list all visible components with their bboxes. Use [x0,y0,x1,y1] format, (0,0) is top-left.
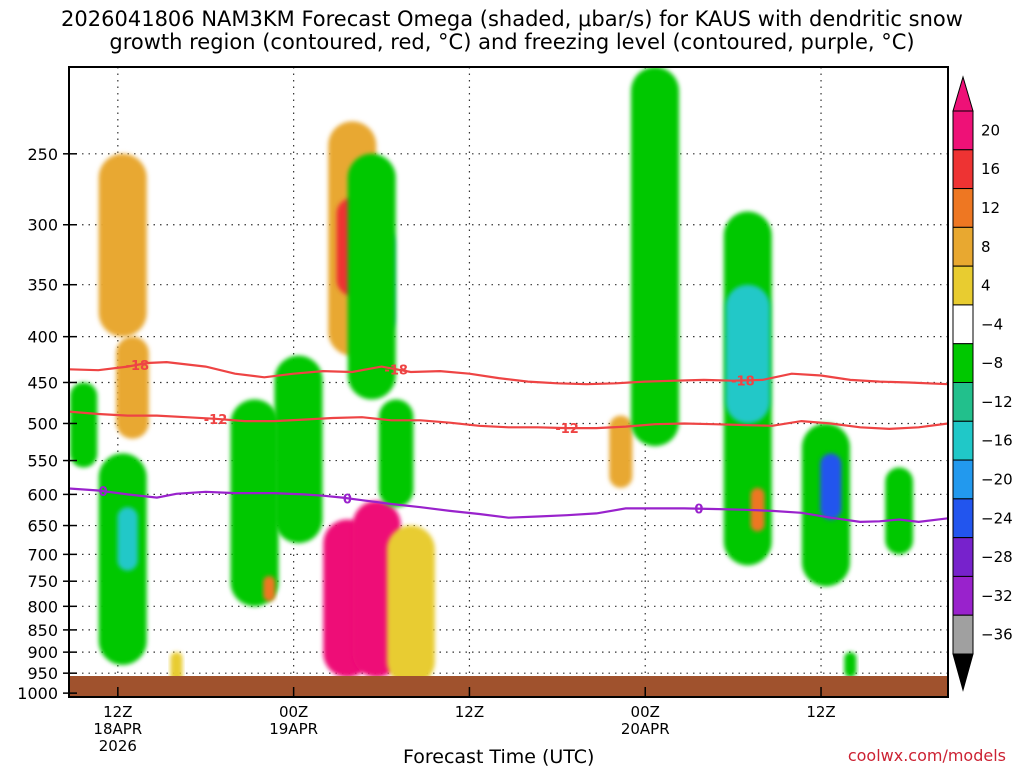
x-tick-label: 19APR [269,720,318,738]
omega-cell-23 [820,453,842,520]
x-tick-label: 12Z [806,703,835,721]
chart-title-line2: growth region (contoured, red, °C) and f… [109,30,915,54]
colorbar-swatch-1 [952,149,974,190]
colorbar-swatch-4 [952,265,974,306]
colorbar-label: −12 [981,393,1013,411]
colorbar-label: −4 [981,315,1003,333]
x-tick-label: 20APR [621,720,670,738]
contour-label-0: 0 [343,492,352,507]
contour--12 [69,410,948,431]
colorbar-label: 16 [981,160,1000,178]
site-credit: coolwx.com/models [847,746,1006,765]
omega-cell-6 [230,399,279,607]
y-tick-label-350: 350 [27,276,58,295]
colorbar-swatch-6 [952,343,974,384]
contour-label--18: -18 [384,363,408,378]
colorbar: 20 16 12 8 4 −4 −8 −12 −16 −20 −24 −28 −32 −36 [952,75,1013,692]
contour-label-0: 0 [99,485,108,500]
y-tick-label-1000: 1000 [17,684,58,703]
colorbar-label: −8 [981,354,1003,372]
omega-cell-15 [386,525,435,686]
y-tick-label-900: 900 [27,643,58,662]
x-tick-label: 00Z [279,703,308,721]
colorbar-label: −36 [981,626,1013,644]
colorbar-swatch-13 [952,614,974,655]
colorbar-swatch-9 [952,459,974,500]
contour-label-0: 0 [694,503,703,518]
y-axis: 250 300 350 400 450 500 550 600 650 700 750 800 850 9… [17,145,77,703]
contour-0 [69,487,948,524]
ground-surface [69,676,948,697]
colorbar-swatch-7 [952,382,974,422]
y-tick-label-400: 400 [27,328,58,347]
chart-title-line1: 2026041806 NAM3KM Forecast Omega (shaded… [61,7,963,31]
colorbar-top-arrow [952,75,974,112]
x-tick-label: 12Z [455,703,484,721]
omega-cell-0 [98,153,147,337]
x-axis-title: Forecast Time (UTC) [403,746,595,768]
colorbar-label: 8 [981,238,991,256]
x-tick-label: 12Z [103,703,132,721]
y-tick-label-300: 300 [27,216,58,235]
omega-cell-20 [725,284,770,424]
x-tick-label: 00Z [631,703,660,721]
colorbar-label: 4 [981,277,991,295]
omega-cell-16 [378,399,414,508]
contour-label--18: -18 [731,374,755,389]
contours: -18 -18 -18 -12 -12 0 0 0 [69,359,948,524]
plot-background [69,67,948,697]
x-tick-label: 2026 [99,737,137,755]
y-tick-label-450: 450 [27,373,58,392]
omega-cell-5 [170,652,183,684]
omega-cell-7 [274,355,323,544]
colorbar-swatch-2 [952,188,974,228]
contour--18 [69,360,948,386]
colorbar-bottom-arrow [952,653,974,692]
y-tick-label-250: 250 [27,145,58,164]
colorbar-swatch-12 [952,575,974,616]
y-tick-label-950: 950 [27,664,58,683]
omega-cell-25 [844,652,857,678]
omega-cell-12 [347,153,396,400]
colorbar-label: 20 [981,121,1000,139]
omega-cell-24 [885,467,914,555]
colorbar-label: 12 [981,199,1000,217]
y-tick-label-700: 700 [27,545,58,564]
contour-label--12: -12 [204,413,228,428]
y-tick-label-750: 750 [27,572,58,591]
omega-shading [70,67,914,686]
y-tick-label-600: 600 [27,485,58,504]
contour-label--12: -12 [555,422,579,437]
omega-cell-2 [70,382,98,468]
y-tick-label-550: 550 [27,452,58,471]
contour-label--18: -18 [126,359,150,374]
colorbar-label: −32 [981,587,1013,605]
y-tick-label-500: 500 [27,414,58,433]
colorbar-swatch-10 [952,498,974,539]
colorbar-label: −16 [981,432,1013,450]
y-tick-label-800: 800 [27,597,58,616]
colorbar-swatch-5 [952,304,974,345]
colorbar-swatch-11 [952,537,974,577]
colorbar-swatch-8 [952,420,974,461]
omega-cell-17 [609,415,633,488]
colorbar-label: −20 [981,470,1013,488]
omega-cell-4 [117,507,138,571]
colorbar-label: −28 [981,548,1013,566]
colorbar-label: −24 [981,509,1013,527]
omega-cell-18 [631,67,679,447]
y-tick-label-650: 650 [27,517,58,536]
colorbar-swatch-0 [952,110,974,151]
x-tick-label: 18APR [93,720,142,738]
y-tick-label-850: 850 [27,621,58,640]
omega-cell-1 [116,336,149,439]
omega-cell-8 [263,575,276,602]
colorbar-swatch-3 [952,226,974,267]
